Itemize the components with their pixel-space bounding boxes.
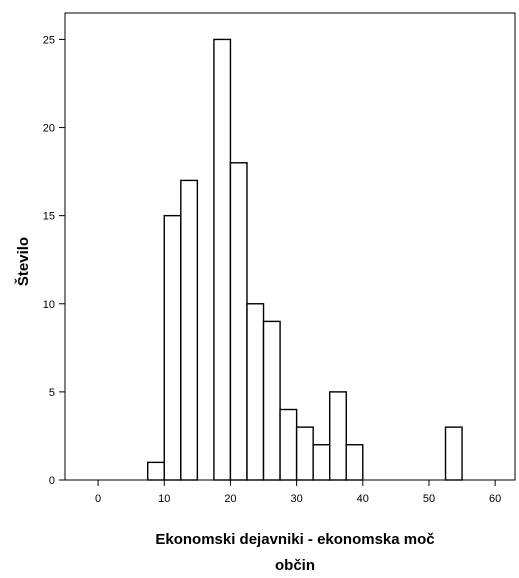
x-axis-label-line2: občin [275, 557, 315, 574]
y-tick-label: 0 [49, 475, 55, 487]
x-tick-label: 60 [489, 493, 501, 505]
histogram-bar [345, 444, 364, 481]
x-tick-label: 0 [95, 493, 101, 505]
histogram-bar [163, 214, 182, 481]
y-tick-label: 10 [43, 299, 55, 311]
y-tick-label: 5 [49, 387, 55, 399]
histogram-bar [180, 179, 199, 481]
y-axis-label: Število [14, 237, 32, 286]
histogram-bar [147, 461, 165, 481]
histogram-bar [246, 303, 265, 481]
histogram-bar [262, 320, 281, 481]
histogram-bar [444, 426, 463, 481]
histogram-bar [295, 426, 314, 481]
histogram-bar [279, 408, 298, 481]
histogram-bar [213, 38, 232, 481]
bars-group [147, 38, 463, 481]
y-tick-label: 20 [43, 123, 55, 135]
x-tick-label: 20 [224, 493, 236, 505]
y-tick-label: 25 [43, 34, 55, 46]
y-tick-label: 15 [43, 211, 55, 223]
x-axis-label: Ekonomski dejavniki - ekonomska moč [155, 531, 434, 548]
y-axis-ticks: 0 5 10 15 20 25 [43, 34, 65, 487]
histogram-bar [329, 391, 347, 481]
histogram-bar [229, 162, 248, 481]
x-tick-label: 50 [423, 493, 435, 505]
x-tick-label: 30 [290, 493, 302, 505]
x-tick-label: 40 [357, 493, 369, 505]
histogram-bar [312, 444, 331, 481]
x-axis-ticks: 0 10 20 30 40 50 60 [95, 480, 501, 505]
x-tick-label: 10 [158, 493, 170, 505]
